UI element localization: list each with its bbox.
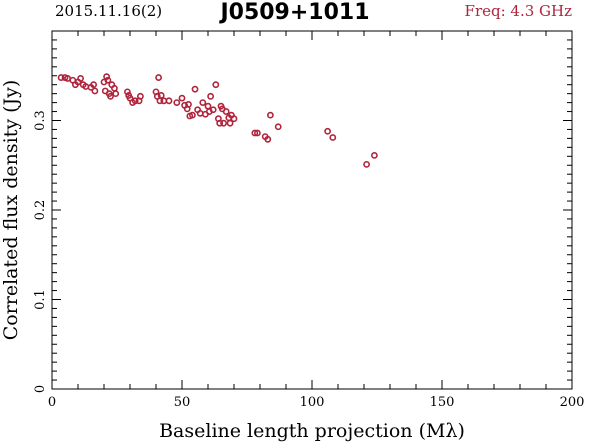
data-point	[178, 94, 186, 102]
data-point	[107, 92, 114, 100]
y-tick-label: 0	[33, 385, 48, 393]
source-title: J0509+1011	[220, 0, 370, 25]
data-point	[216, 119, 224, 127]
y-tick-label: 0.3	[33, 110, 48, 131]
x-tick-label: 0	[48, 395, 56, 410]
data-point	[188, 111, 196, 119]
data-point	[199, 99, 207, 106]
data-point	[124, 88, 131, 96]
data-point	[196, 109, 204, 117]
data-point	[104, 76, 112, 84]
data-point	[111, 84, 118, 92]
data-point	[207, 92, 214, 100]
y-axis-label: Correlated flux density (Jy)	[0, 80, 22, 341]
data-point	[274, 123, 282, 131]
frequency-label: Freq: 4.3 GHz	[464, 2, 572, 20]
data-point	[191, 85, 199, 93]
data-point	[266, 111, 274, 119]
data-point	[220, 119, 227, 127]
data-point	[204, 102, 212, 110]
data-point	[103, 73, 110, 81]
data-point	[363, 160, 370, 168]
data-point	[253, 129, 261, 137]
x-axis-label: Baseline length projection (Mλ)	[159, 420, 465, 442]
data-point	[209, 106, 217, 114]
data-point	[226, 119, 234, 127]
data-point	[91, 87, 99, 95]
data-point	[112, 90, 120, 98]
data-point	[230, 115, 238, 123]
data-point	[212, 81, 220, 89]
data-point	[251, 129, 259, 137]
data-point	[324, 127, 331, 135]
x-tick-label: 200	[560, 395, 585, 410]
observation-date: 2015.11.16(2)	[55, 2, 163, 20]
data-point	[131, 97, 139, 105]
data-point	[90, 81, 97, 89]
data-point	[155, 74, 162, 81]
data-point	[165, 97, 173, 105]
data-point	[57, 74, 65, 81]
data-point	[173, 99, 181, 106]
data-points	[57, 73, 378, 168]
data-point	[77, 75, 84, 82]
data-point	[370, 152, 378, 159]
y-tick-label: 0.2	[33, 200, 48, 221]
data-point	[185, 100, 192, 108]
data-point	[222, 108, 230, 115]
data-point	[264, 135, 272, 143]
axis-ticks: 0 50 100 150 200 0 0.1 0.2 0.3	[33, 30, 585, 410]
data-point	[157, 92, 165, 99]
data-point	[329, 134, 337, 141]
x-tick-label: 50	[174, 395, 191, 410]
y-tick-label: 0.1	[33, 289, 48, 310]
x-tick-label: 100	[300, 395, 325, 410]
plot-frame	[51, 30, 573, 390]
x-tick-label: 150	[430, 395, 455, 410]
data-point	[136, 92, 144, 100]
